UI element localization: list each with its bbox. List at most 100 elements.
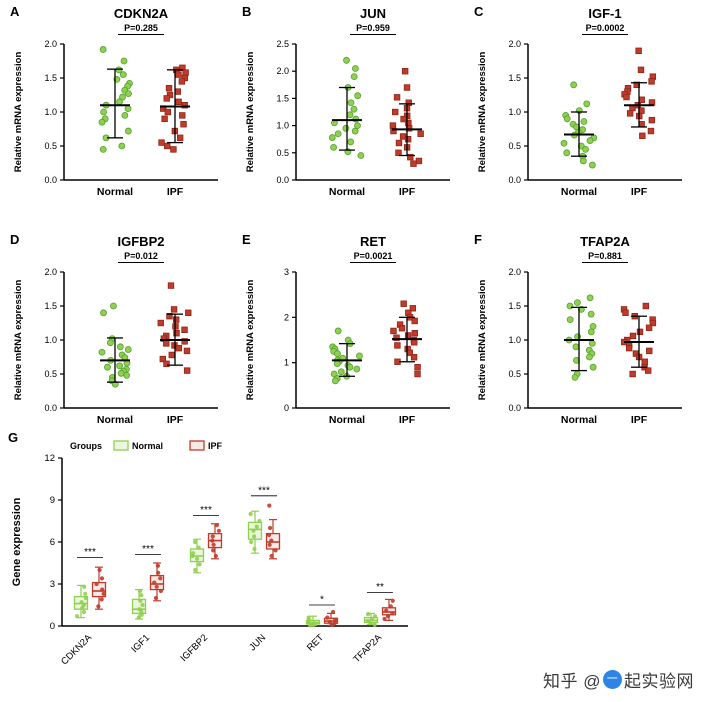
watermark-icon-glyph: 一 bbox=[606, 673, 619, 685]
data-point bbox=[153, 595, 159, 601]
panel-letter: D bbox=[10, 232, 19, 247]
y-tick-label: 0.0 bbox=[508, 403, 521, 413]
x-category-label: IPF bbox=[167, 186, 184, 198]
y-tick-label: 2.0 bbox=[44, 267, 57, 277]
panel-letter: F bbox=[474, 232, 482, 247]
data-point bbox=[166, 91, 174, 99]
data-point bbox=[586, 137, 594, 144]
data-point bbox=[99, 576, 105, 581]
data-point bbox=[158, 588, 164, 594]
data-point bbox=[394, 342, 401, 349]
y-tick-label: 0.5 bbox=[508, 369, 521, 379]
data-point bbox=[190, 551, 196, 556]
data-point bbox=[181, 102, 188, 109]
data-point bbox=[563, 149, 571, 157]
scatter-chart-IGF-1: C IGF-1 P=0.0002 0.0 0.5 1.0 1.5 2.0 Relative mR… bbox=[474, 4, 682, 198]
significance-stars: *** bbox=[84, 547, 96, 558]
data-point bbox=[167, 282, 175, 289]
data-point bbox=[629, 332, 637, 340]
p-value: P=0.881 bbox=[588, 251, 622, 261]
legend-title: Groups bbox=[70, 441, 102, 451]
data-point bbox=[648, 78, 655, 85]
significance-stars: *** bbox=[200, 505, 212, 516]
y-tick-label: 12 bbox=[44, 453, 55, 464]
y-tick-label: 0 bbox=[50, 621, 55, 632]
data-point bbox=[642, 302, 650, 310]
data-point bbox=[197, 562, 202, 567]
data-point bbox=[582, 145, 589, 153]
y-tick-label: 0.5 bbox=[508, 141, 521, 151]
data-point bbox=[330, 143, 337, 151]
y-tick-label: 1.0 bbox=[44, 107, 57, 117]
data-point bbox=[185, 309, 192, 316]
data-point bbox=[100, 587, 105, 592]
data-point bbox=[353, 365, 361, 373]
y-axis-label: Relative mRNA expression bbox=[245, 280, 256, 401]
data-point bbox=[154, 584, 159, 589]
significance-stars: * bbox=[320, 595, 324, 606]
data-point bbox=[116, 98, 123, 106]
data-point bbox=[566, 316, 574, 323]
data-point bbox=[101, 591, 106, 596]
panel-title: CDKN2A bbox=[114, 6, 169, 21]
data-point bbox=[410, 354, 418, 361]
y-tick-label: 3 bbox=[50, 579, 55, 590]
scatter-chart-JUN: B JUN P=0.959 0.0 0.5 1.0 1.5 2.0 2.5 Relative mR… bbox=[242, 4, 450, 198]
data-point bbox=[636, 328, 644, 336]
data-point bbox=[104, 363, 111, 371]
data-point bbox=[168, 351, 175, 359]
data-point bbox=[334, 130, 342, 138]
data-point bbox=[334, 327, 342, 335]
data-point bbox=[411, 330, 419, 337]
y-axis-label: Relative mRNA expression bbox=[13, 52, 24, 173]
y-tick-label: 0.0 bbox=[508, 175, 521, 185]
data-point bbox=[257, 518, 262, 524]
legend-label-ipf: IPF bbox=[208, 441, 223, 451]
data-point bbox=[156, 570, 161, 575]
data-point bbox=[647, 127, 655, 135]
data-point bbox=[389, 122, 397, 129]
data-point bbox=[330, 609, 336, 615]
data-point bbox=[411, 339, 418, 346]
data-point bbox=[625, 344, 633, 352]
data-point bbox=[124, 105, 132, 112]
y-axis-label: Relative mRNA expression bbox=[477, 52, 488, 173]
panel-b-jun: B JUN P=0.959 0.0 0.5 1.0 1.5 2.0 2.5 Relative mR… bbox=[240, 2, 468, 207]
data-point bbox=[587, 310, 595, 318]
x-category-label: IPF bbox=[631, 186, 648, 198]
y-tick-label: 2 bbox=[284, 312, 289, 322]
data-point bbox=[417, 130, 424, 137]
data-point bbox=[644, 367, 652, 374]
data-point bbox=[393, 94, 401, 101]
p-value: P=0.959 bbox=[356, 23, 390, 33]
data-point bbox=[579, 157, 587, 165]
data-point bbox=[170, 146, 177, 153]
data-point bbox=[269, 538, 274, 543]
data-point bbox=[398, 325, 406, 332]
data-point bbox=[411, 317, 418, 325]
data-point bbox=[390, 127, 397, 135]
data-point bbox=[365, 612, 371, 617]
data-point bbox=[251, 528, 256, 533]
data-point bbox=[623, 93, 630, 101]
panel-letter: G bbox=[8, 430, 18, 445]
data-point bbox=[175, 98, 182, 105]
data-point bbox=[414, 363, 421, 371]
data-point bbox=[347, 138, 355, 146]
data-point bbox=[125, 90, 132, 98]
data-point bbox=[328, 134, 336, 141]
p-value: P=0.0002 bbox=[586, 23, 625, 33]
data-point bbox=[119, 71, 127, 78]
data-point bbox=[346, 111, 354, 119]
data-point bbox=[395, 149, 402, 156]
data-point bbox=[622, 309, 629, 316]
y-tick-label: 0.0 bbox=[276, 175, 289, 185]
data-point bbox=[629, 370, 636, 378]
significance-stars: ** bbox=[376, 582, 384, 593]
data-point bbox=[354, 92, 362, 100]
legend-label-normal: Normal bbox=[132, 441, 163, 451]
data-point bbox=[409, 305, 417, 312]
data-point bbox=[267, 542, 272, 547]
data-point bbox=[180, 121, 187, 128]
x-category-label: IGF1 bbox=[129, 632, 152, 655]
